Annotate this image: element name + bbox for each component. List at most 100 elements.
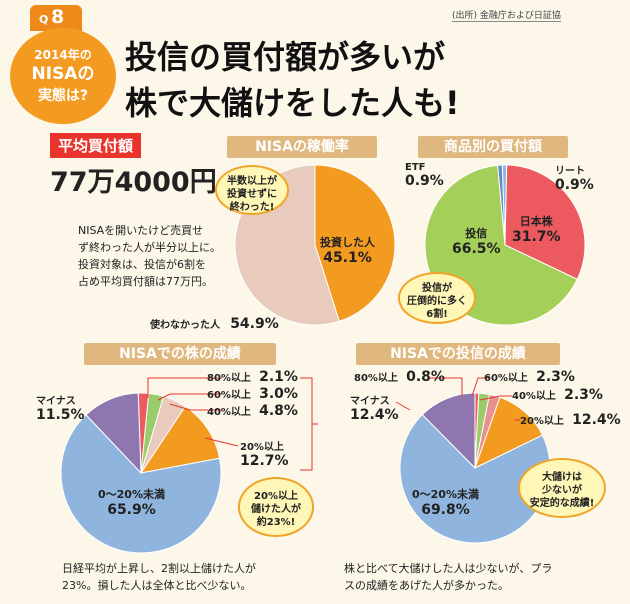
- stock-main-label: 0〜20%未満 65.9%: [98, 486, 165, 518]
- leader-stock-40: [169, 403, 222, 411]
- prod-stock-name: 日本株: [519, 215, 553, 228]
- callout-stock-1: 20%以上: [254, 491, 298, 502]
- callout-operation-2: 投資せずに: [227, 189, 277, 200]
- avg-desc-line2: ず終わった人が半分以上に。: [78, 241, 221, 254]
- avg-desc-line4: 占め平均買付額は77万円。: [78, 275, 213, 288]
- leader-stock-80: [147, 377, 222, 398]
- note-stock-line2: 23%。損した人は全体と比べ少ない。: [62, 579, 252, 592]
- stock-20-label: 20%以上 12.7%: [240, 438, 289, 469]
- op-unused-label: 使わなかった人 54.9%: [150, 316, 279, 332]
- prod-fund-label: 投信 66.5%: [452, 225, 501, 257]
- note-stock-line1: 日経平均が上昇し、2割以上儲けた人が: [62, 562, 256, 575]
- chart2-title: 商品別の買付額: [418, 136, 568, 158]
- callout-fund-3: 安定的な成績!: [529, 498, 595, 509]
- fund-60-value: 2.3%: [536, 369, 575, 385]
- prod-etf-name: ETF: [405, 162, 426, 173]
- pie-chart-stock: [60, 392, 222, 554]
- question-badge: 2014年の NISAの 実態は?: [10, 28, 116, 124]
- avg-desc: NISAを開いたけど売買せ ず終わった人が半分以上に。 投資対象は、投信が6割を…: [78, 222, 221, 290]
- pie-fund-slice-3: [474, 396, 544, 469]
- stock-20-value: 12.7%: [240, 453, 289, 469]
- chart4-title: NISAでの投信の成績: [356, 343, 560, 365]
- prod-reit-name: リート: [555, 166, 585, 177]
- stock-80-name: 80%以上: [207, 373, 251, 384]
- pie-fund-slice-5: [421, 392, 476, 470]
- callout-operation-3: 終わった!: [229, 202, 275, 213]
- callout-operation-1: 半数以上が: [227, 176, 277, 187]
- prod-reit-value: 0.9%: [555, 177, 594, 193]
- callout-product: 投信が 圧倒的に多く 6割!: [398, 272, 476, 324]
- badge-line3: 実態は?: [37, 88, 89, 104]
- leader-fund-40: [479, 395, 512, 401]
- fund-minus-label: マイナス 12.4%: [350, 392, 399, 423]
- callout-fund: 大儲けは 少ないが 安定的な成績!: [518, 458, 606, 518]
- headline-line2: 株で大儲けをした人も!: [125, 84, 460, 122]
- op-invested-label: 投資した人 45.1%: [320, 234, 375, 266]
- leader-stock-brace: [300, 377, 318, 471]
- q-number: 8: [51, 6, 65, 28]
- stock-minus-value: 11.5%: [36, 407, 85, 423]
- fund-20-name: 20%以上: [520, 416, 564, 427]
- callout-stock-2: 儲けた人が: [251, 504, 301, 515]
- fund-40-value: 2.3%: [564, 387, 603, 403]
- pie-stock-slice-5: [85, 392, 142, 475]
- fund-80-label: 80%以上 0.8%: [354, 369, 445, 385]
- callout-product-3: 6割!: [426, 309, 448, 320]
- fund-20-value: 12.4%: [572, 412, 621, 428]
- fund-40-name: 40%以上: [512, 391, 556, 402]
- badge-line2: NISAの: [31, 64, 95, 84]
- chart3-title: NISAでの株の成績: [84, 343, 276, 365]
- pie-operation-slice-0: [314, 164, 396, 322]
- stock-main-name: 0〜20%未満: [98, 488, 165, 501]
- fund-40-label: 40%以上 2.3%: [512, 387, 603, 403]
- avg-desc-line3: 投資対象は、投信が6割を: [78, 258, 206, 271]
- fund-80-name: 80%以上: [354, 373, 398, 384]
- leader-fund-minus: [395, 401, 411, 411]
- pie-stock-slice-4: [60, 414, 222, 554]
- q-prefix: Q: [39, 13, 49, 26]
- op-unused-name: 使わなかった人: [150, 320, 220, 331]
- prod-stock-value: 31.7%: [512, 229, 561, 245]
- leader-fund-80: [428, 377, 463, 396]
- note-fund: 株と比べて大儲けした人は少ないが、プラ スの成績をあげた人が多かった。: [344, 560, 552, 594]
- prod-reit-label: リート 0.9%: [555, 162, 594, 193]
- stock-40-value: 4.8%: [259, 403, 298, 419]
- callout-fund-2: 少ないが: [542, 485, 582, 496]
- badge-line1: 2014年の: [34, 48, 92, 62]
- fund-main-value: 69.8%: [421, 502, 470, 518]
- prod-fund-name: 投信: [465, 227, 488, 240]
- note-fund-line2: スの成績をあげた人が多かった。: [344, 579, 509, 592]
- callout-product-1: 投信が: [422, 283, 452, 294]
- pie-product-slice-0: [504, 164, 586, 280]
- stock-minus-label: マイナス 11.5%: [36, 392, 85, 423]
- callout-product-2: 圧倒的に多く: [407, 296, 467, 307]
- pie-stock-slice-3: [139, 405, 221, 474]
- callout-stock-3: 約23%!: [256, 517, 296, 528]
- prod-stock-label: 日本株 31.7%: [512, 213, 561, 245]
- op-unused-value: 54.9%: [230, 316, 279, 332]
- leader-fund-60: [471, 377, 490, 397]
- stock-40-name: 40%以上: [207, 407, 251, 418]
- source-note: (出所) 金融庁および日証協: [452, 8, 561, 22]
- op-invested-value: 45.1%: [323, 250, 372, 266]
- avg-desc-line1: NISAを開いたけど売買せ: [78, 224, 204, 237]
- note-stock: 日経平均が上昇し、2割以上儲けた人が 23%。損した人は全体と比べ少ない。: [62, 560, 256, 594]
- leader-stock-20: [204, 437, 239, 447]
- pie-product-slice-2: [497, 164, 506, 246]
- fund-20-label: 20%以上 12.4%: [520, 412, 621, 428]
- headline-line1: 投信の買付額が多いが: [125, 38, 446, 76]
- note-fund-line1: 株と比べて大儲けした人は少ないが、プラ: [344, 562, 553, 575]
- stock-60-label: 60%以上 3.0%: [207, 386, 298, 402]
- prod-fund-value: 66.5%: [452, 241, 501, 257]
- stock-80-label: 80%以上 2.1%: [207, 369, 298, 385]
- fund-minus-value: 12.4%: [350, 407, 399, 423]
- fund-main-label: 0〜20%未満 69.8%: [412, 486, 479, 518]
- stock-60-value: 3.0%: [259, 386, 298, 402]
- fund-80-value: 0.8%: [406, 369, 445, 385]
- question-tab: Q 8: [30, 5, 82, 31]
- stock-20-name: 20%以上: [240, 442, 284, 453]
- op-invested-name: 投資した人: [320, 236, 375, 249]
- callout-stock: 20%以上 儲けた人が 約23%!: [238, 477, 314, 537]
- fund-60-name: 60%以上: [484, 373, 528, 384]
